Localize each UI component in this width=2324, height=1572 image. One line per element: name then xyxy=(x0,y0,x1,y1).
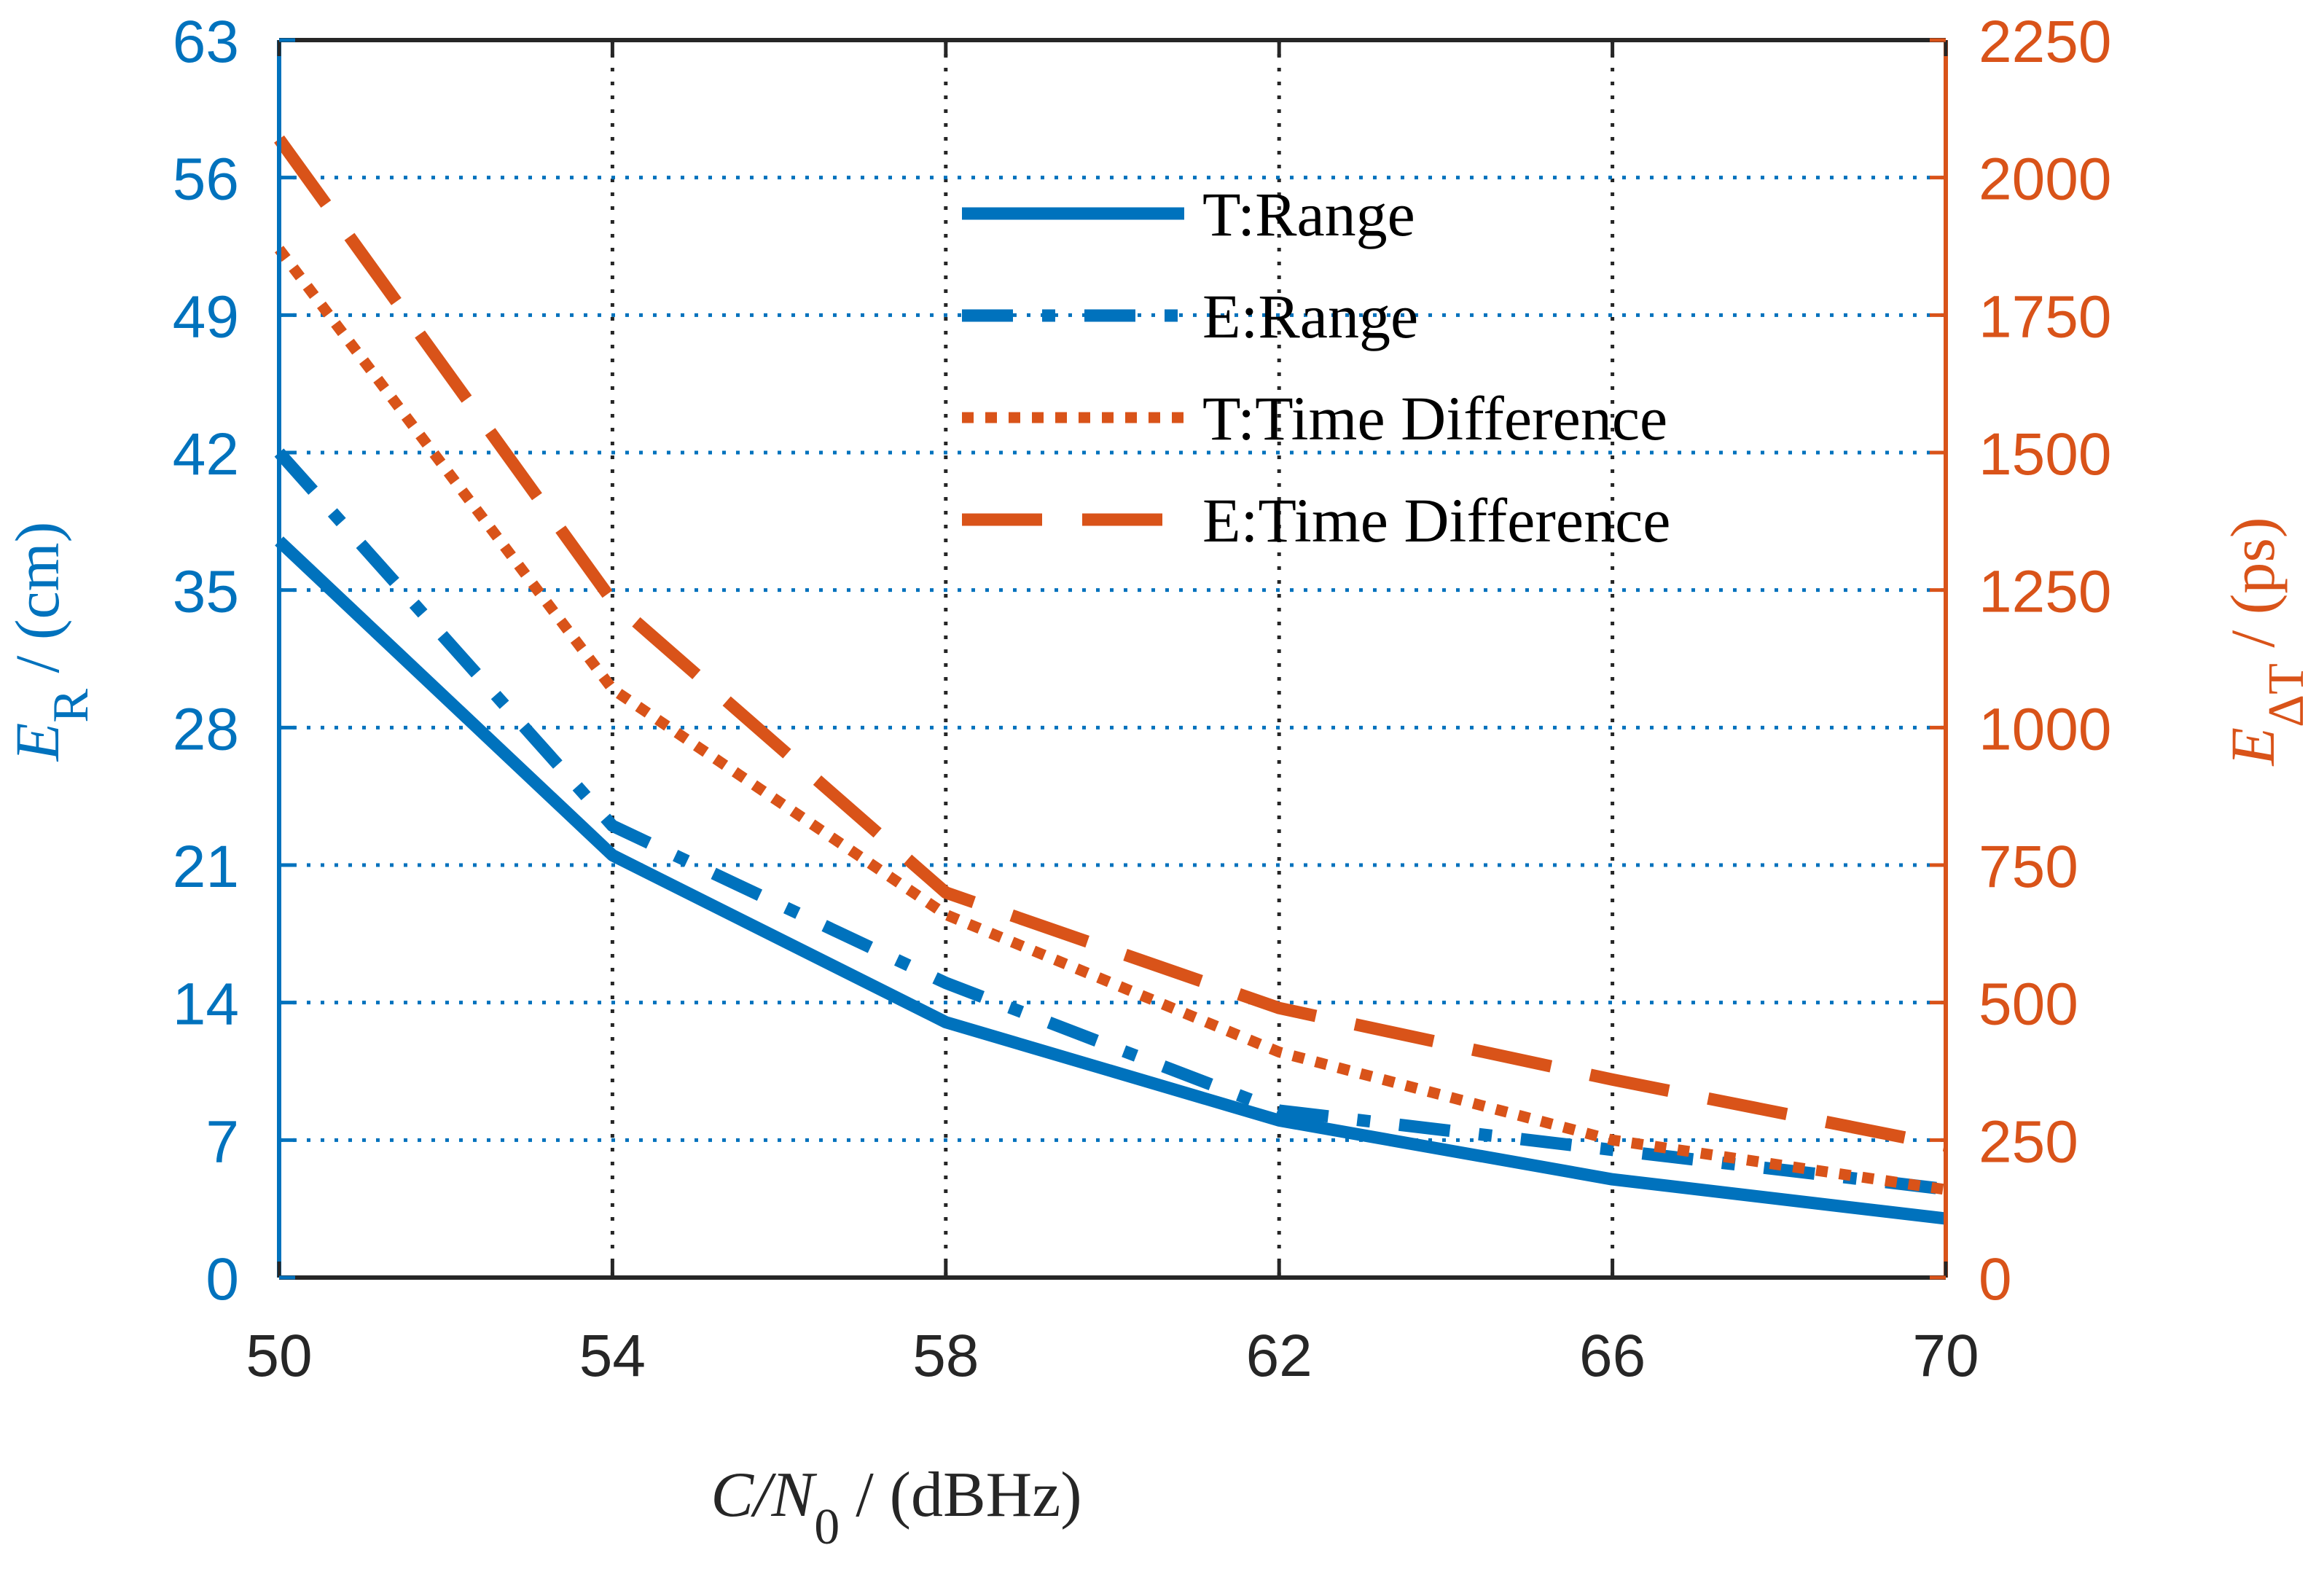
y-right-label-sub: ΔT xyxy=(2258,663,2315,727)
y-right-label-main: E xyxy=(2218,727,2288,767)
y-left-label-main: E xyxy=(2,723,72,763)
y-left-tick-label: 49 xyxy=(173,283,239,350)
legend-label: T:Time Difference xyxy=(1202,383,1667,453)
y-right-tick-label: 1500 xyxy=(1979,421,2111,488)
y-right-tick-label: 0 xyxy=(1979,1246,2012,1313)
x-axis-label-main: C/N xyxy=(711,1460,817,1530)
x-axis-label-sub: 0 xyxy=(814,1499,840,1555)
x-tick-label: 54 xyxy=(579,1323,646,1389)
y-right-tick-label: 2000 xyxy=(1979,146,2111,213)
legend-label: T:Range xyxy=(1202,179,1415,249)
x-tick-label: 66 xyxy=(1579,1323,1646,1389)
y-left-tick-label: 7 xyxy=(206,1108,239,1175)
y-right-label-unit: / (ps) xyxy=(2218,517,2288,664)
series-line-e-range xyxy=(274,448,1947,1196)
x-tick-label: 58 xyxy=(912,1323,979,1389)
legend-label: E:Range xyxy=(1202,281,1418,351)
y-left-tick-label: 56 xyxy=(173,146,239,213)
series-line-e-time-difference xyxy=(274,135,1947,1152)
y-left-tick-label: 14 xyxy=(173,971,239,1038)
y-left-tick-label: 28 xyxy=(173,696,239,762)
legend-label: E:Time Difference xyxy=(1202,485,1670,555)
y-left-tick-label: 0 xyxy=(206,1246,239,1313)
y-left-tick-label: 21 xyxy=(173,834,239,900)
y-right-tick-label: 250 xyxy=(1979,1108,2078,1175)
series-lines xyxy=(274,135,1947,1225)
x-tick-label: 62 xyxy=(1246,1323,1312,1389)
series-line-t-range xyxy=(275,536,1947,1225)
y-left-label-unit: / (cm) xyxy=(2,522,72,689)
y-left-axis-label: ER / (cm) xyxy=(2,522,99,763)
y-right-tick-label: 1250 xyxy=(1979,559,2111,625)
y-left-tick-label: 35 xyxy=(173,559,239,625)
y-right-tick-label: 500 xyxy=(1979,971,2078,1038)
x-axis-label-unit: / (dBHz) xyxy=(840,1460,1081,1530)
y-right-tick-label: 1750 xyxy=(1979,283,2111,350)
x-tick-label: 50 xyxy=(246,1323,312,1389)
y-right-tick-label: 1000 xyxy=(1979,696,2111,762)
y-left-tick-label: 63 xyxy=(173,9,239,75)
y-left-label-sub: R xyxy=(43,689,99,723)
x-axis-label: C/N0 / (dBHz) xyxy=(711,1460,1081,1555)
axes xyxy=(277,38,1948,1280)
legend: T:Range E:Range T:Time Difference E:Time Di… xyxy=(962,179,1670,555)
x-tick-label: 70 xyxy=(1912,1323,1979,1389)
y-left-tick-label: 42 xyxy=(173,421,239,488)
y-right-axis-label: EΔT / (ps) xyxy=(2218,517,2315,767)
y-right-tick-label: 2250 xyxy=(1979,9,2111,75)
y-right-tick-label: 750 xyxy=(1979,834,2078,900)
tick-labels: 50 54 58 62 66 700714212835424956630250500750… xyxy=(173,9,2112,1389)
